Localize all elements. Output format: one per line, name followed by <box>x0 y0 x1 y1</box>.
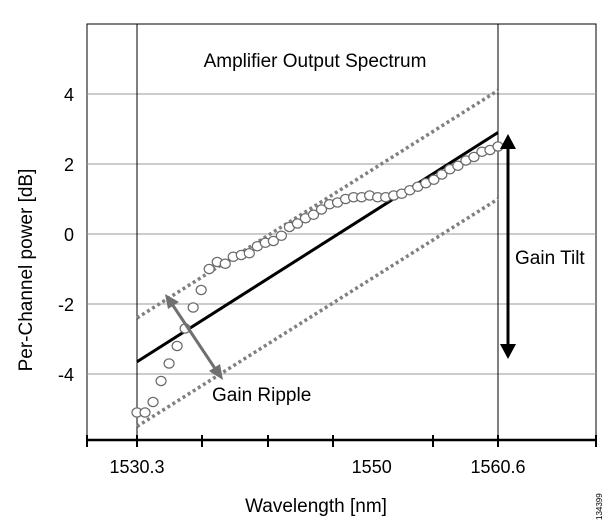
channel-point <box>139 407 151 418</box>
channel-point <box>219 258 231 269</box>
gain-ripple-arrow <box>165 294 223 380</box>
channel-point <box>267 235 279 247</box>
channel-point <box>428 174 440 185</box>
y-tick-label: -2 <box>58 295 74 315</box>
grid <box>87 24 596 440</box>
channel-point <box>452 160 464 171</box>
y-tick-label: 4 <box>64 85 74 105</box>
x-tick-label: 1560.6 <box>470 457 525 477</box>
channel-point <box>155 375 167 387</box>
gain-tilt-line <box>136 131 499 364</box>
channel-point <box>436 169 448 180</box>
lower-ripple-bound <box>136 197 499 428</box>
gain-tilt-label: Gain Tilt <box>515 248 585 269</box>
y-axis-label: Per-Channel power [dB] <box>16 169 37 372</box>
channel-point <box>195 284 207 296</box>
figure-id: 134399 <box>595 493 604 520</box>
channel-point <box>275 230 287 241</box>
channel-points <box>131 141 504 418</box>
channel-point <box>187 302 199 313</box>
x-tick-label: 1550 <box>352 457 392 477</box>
gain-tilt-arrow <box>500 134 516 359</box>
y-tick-label: -4 <box>58 365 74 385</box>
channel-point <box>315 204 328 215</box>
x-axis-label: Wavelength [nm] <box>245 496 387 517</box>
channel-point <box>468 151 480 163</box>
channel-point <box>171 340 183 352</box>
channel-point <box>307 209 320 220</box>
channel-point <box>163 358 175 369</box>
gain-ripple-label: Gain Ripple <box>212 385 311 406</box>
channel-point <box>147 396 159 408</box>
upper-ripple-bound <box>136 89 499 320</box>
x-tick-label: 1530.3 <box>109 457 164 477</box>
channel-point <box>291 218 304 229</box>
ripple-bounds <box>136 89 499 428</box>
channel-point <box>243 248 255 259</box>
y-tick-labels: 4 2 0 -2 -4 <box>58 85 74 385</box>
channel-point <box>203 263 215 275</box>
y-tick-label: 2 <box>64 155 74 175</box>
x-axis: 1530.3 1550 1560.6 <box>86 435 597 477</box>
y-tick-label: 0 <box>64 225 74 245</box>
chart-title: Amplifier Output Spectrum <box>204 51 427 72</box>
